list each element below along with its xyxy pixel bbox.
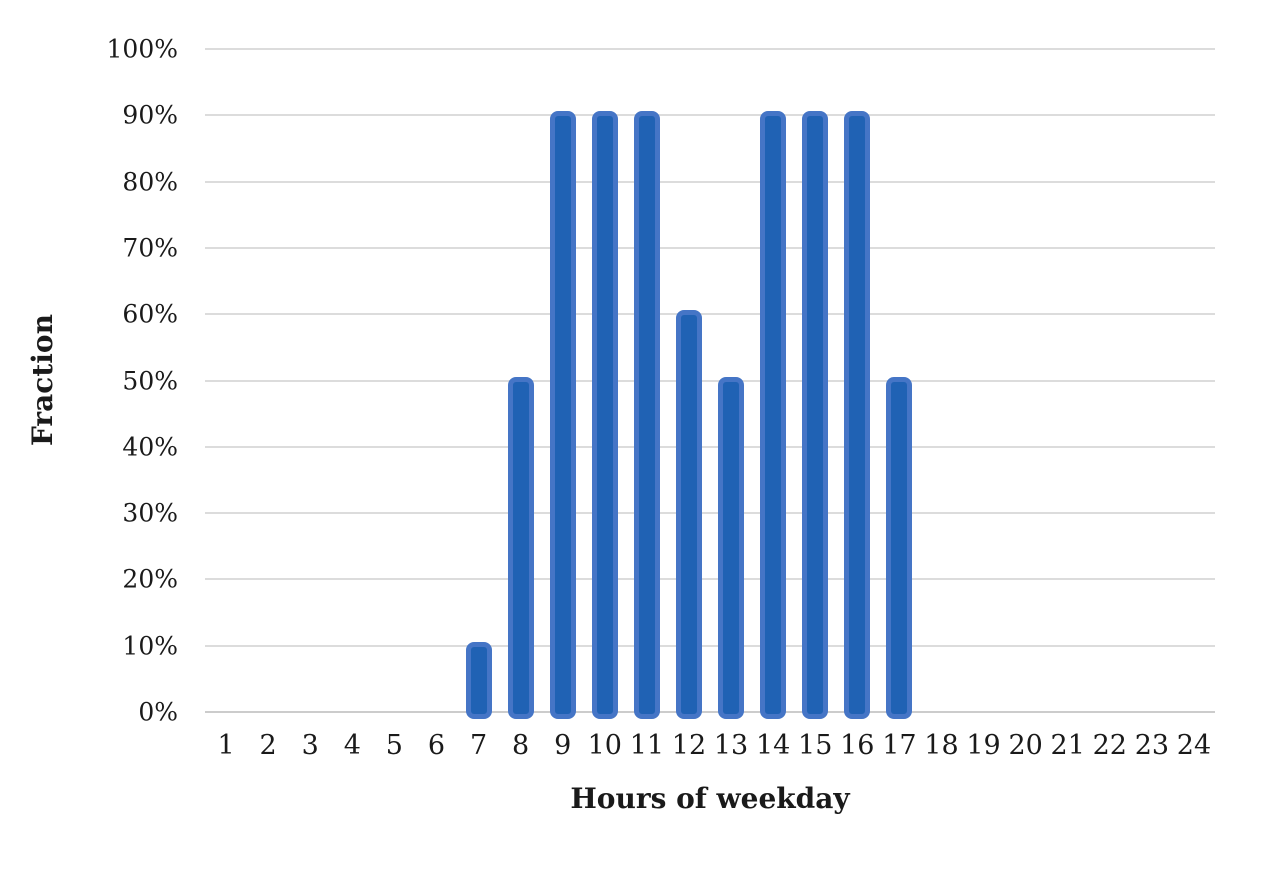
x-tick-label-15: 15: [798, 730, 833, 761]
y-axis-tick-labels: 0% 10% 20% 30% 40% 50% 60% 70% 80% 90% 100%: [0, 37, 178, 725]
bar-hour-11: [633, 111, 660, 719]
y-tick-label: 80%: [122, 167, 178, 197]
x-tick-label-19: 19: [966, 730, 1001, 761]
bar-hour-14: [760, 111, 787, 719]
gridline: [205, 644, 1215, 647]
x-tick-label-21: 21: [1050, 730, 1085, 761]
gridline: [205, 48, 1215, 50]
x-tick-label-18: 18: [924, 730, 959, 761]
x-tick-label-22: 22: [1092, 730, 1127, 761]
x-axis-line: [205, 711, 1215, 713]
gridline: [205, 180, 1215, 183]
bar-hour-12: [675, 310, 702, 719]
bar-hour-10: [591, 111, 618, 719]
y-tick-label: 0%: [138, 697, 178, 727]
y-tick-label: 70%: [122, 233, 178, 263]
x-tick-label-16: 16: [840, 730, 875, 761]
x-tick-label-7: 7: [469, 730, 488, 761]
x-axis-tick-labels: 1 2 3 4 5 6 7 8 9 10 11 12 13 14 15 16 17 18 19 20 21 22 23 24: [205, 731, 1215, 765]
x-tick-label-11: 11: [629, 730, 665, 761]
x-tick-label-3: 3: [301, 730, 319, 761]
x-tick-label-5: 5: [385, 730, 403, 761]
x-tick-label-9: 9: [554, 730, 572, 761]
x-tick-label-4: 4: [343, 730, 361, 761]
bar-hour-7: [465, 641, 492, 719]
y-tick-label: 30%: [122, 498, 178, 528]
y-tick-label: 50%: [122, 366, 178, 395]
gridline: [205, 246, 1215, 249]
gridline: [205, 379, 1215, 382]
x-tick-label-2: 2: [259, 730, 277, 761]
gridline: [205, 578, 1215, 581]
y-tick-label: 40%: [122, 432, 178, 462]
x-tick-label-10: 10: [587, 730, 622, 761]
x-axis-title: Hours of weekday: [570, 782, 850, 815]
bar-hour-8: [507, 376, 534, 719]
x-tick-label-14: 14: [755, 730, 791, 761]
bar-hour-9: [549, 111, 576, 719]
x-tick-label-24: 24: [1176, 730, 1212, 761]
y-tick-label: 90%: [122, 100, 178, 130]
plot-area: [205, 48, 1215, 719]
x-tick-label-1: 1: [217, 730, 235, 761]
gridline: [205, 313, 1215, 316]
x-tick-label-23: 23: [1134, 730, 1170, 761]
x-tick-label-13: 13: [713, 730, 749, 761]
x-tick-label-12: 12: [671, 730, 707, 761]
y-tick-label: 100%: [106, 34, 178, 64]
x-tick-label-6: 6: [427, 730, 446, 761]
bar-hour-13: [718, 376, 745, 719]
gridline: [205, 445, 1215, 448]
x-tick-label-20: 20: [1008, 730, 1043, 761]
bar-hour-17: [886, 376, 913, 719]
gridline: [205, 114, 1215, 117]
bar-hour-16: [844, 111, 871, 719]
y-tick-label: 20%: [122, 564, 178, 594]
bar-hour-15: [802, 111, 829, 719]
y-tick-label: 60%: [122, 299, 178, 329]
gridline: [205, 512, 1215, 515]
x-tick-label-17: 17: [882, 730, 917, 761]
x-tick-label-8: 8: [512, 730, 530, 761]
y-tick-label: 10%: [122, 631, 178, 661]
